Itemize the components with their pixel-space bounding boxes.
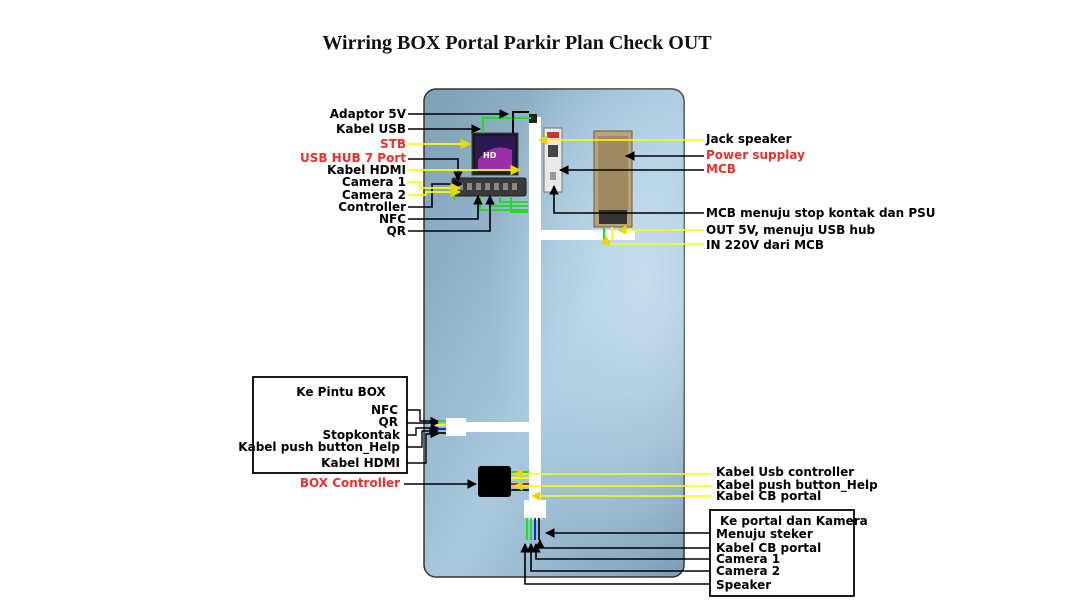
stb-device: HD bbox=[471, 132, 519, 176]
pintu-label-qr: QR bbox=[379, 415, 398, 429]
pintu-label-push-button: Kabel push button_Help bbox=[238, 440, 400, 455]
portal-heading: Ke portal dan Kamera bbox=[720, 514, 868, 528]
label-kabel-hdmi: Kabel HDMI bbox=[327, 163, 406, 177]
label-camera-1: Camera 1 bbox=[342, 175, 406, 189]
left-label-group: Adaptor 5V Kabel USB STB USB HUB 7 Port … bbox=[300, 107, 407, 238]
controller-output-labels: Kabel Usb controller Kabel push button_H… bbox=[716, 465, 878, 503]
right-label-group: Jack speaker Power supplay MCB MCB menuj… bbox=[705, 132, 936, 252]
label-power-supply: Power supplay bbox=[706, 148, 805, 162]
label-push-help: Kabel push button_Help bbox=[716, 478, 878, 493]
pintu-label-stopkontak: Stopkontak bbox=[323, 428, 401, 442]
label-out5v: OUT 5V, menuju USB hub bbox=[706, 223, 875, 237]
cable-duct bbox=[446, 117, 635, 520]
label-nfc: NFC bbox=[379, 212, 406, 226]
label-usb-controller: Kabel Usb controller bbox=[716, 465, 854, 479]
pintu-label-nfc: NFC bbox=[371, 403, 398, 417]
pintu-box-heading: Ke Pintu BOX bbox=[296, 385, 386, 399]
label-kabel-usb: Kabel USB bbox=[336, 122, 406, 136]
left-leaders bbox=[404, 109, 509, 489]
portal-label-camera-1: Camera 1 bbox=[716, 552, 780, 566]
jack-speaker-device bbox=[529, 114, 537, 123]
portal-label-cb: Kabel CB portal bbox=[716, 541, 821, 555]
power-supply-device bbox=[593, 130, 633, 228]
mcb-device bbox=[543, 127, 563, 193]
right-leaders bbox=[513, 135, 712, 585]
box-controller-device bbox=[478, 466, 511, 497]
label-qr: QR bbox=[387, 224, 406, 238]
left-leaders-yellow bbox=[408, 138, 522, 198]
label-adaptor: Adaptor 5V bbox=[330, 107, 407, 121]
label-cb-portal-out: Kabel CB portal bbox=[716, 489, 821, 503]
label-mcb-stop: MCB menuju stop kontak dan PSU bbox=[706, 206, 936, 220]
label-box-controller: BOX Controller bbox=[300, 476, 400, 490]
label-in220: IN 220V dari MCB bbox=[706, 238, 824, 252]
portal-label-steker: Menuju steker bbox=[716, 527, 813, 541]
diagram-title: Wirring BOX Portal Parkir Plan Check OUT bbox=[322, 32, 712, 54]
label-controller: Controller bbox=[338, 200, 406, 214]
portal-kamera-frame: Ke portal dan Kamera Menuju steker Kabel… bbox=[709, 509, 868, 597]
svg-text:HD: HD bbox=[483, 151, 497, 160]
portal-label-camera-2: Camera 2 bbox=[716, 564, 780, 578]
pintu-box-leaders bbox=[400, 409, 439, 464]
label-usb-hub: USB HUB 7 Port bbox=[300, 151, 406, 165]
label-jack-speaker: Jack speaker bbox=[705, 132, 792, 146]
label-mcb: MCB bbox=[706, 162, 736, 176]
portal-label-speaker: Speaker bbox=[716, 578, 771, 592]
pintu-box-frame: Ke Pintu BOX NFC QR Stopkontak Kabel pus… bbox=[238, 376, 408, 474]
pintu-label-hdmi: Kabel HDMI bbox=[321, 456, 400, 470]
label-stb: STB bbox=[380, 137, 406, 151]
label-camera-2: Camera 2 bbox=[342, 188, 406, 202]
usb-hub-device bbox=[451, 177, 527, 197]
